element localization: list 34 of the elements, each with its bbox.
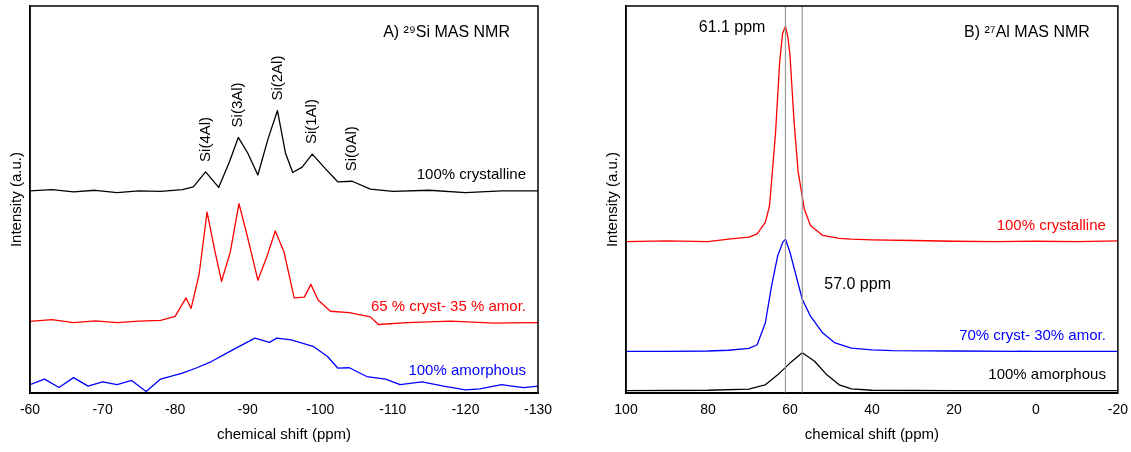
- x-tick-label: -120: [451, 401, 480, 418]
- series-label: 100% amorphous: [408, 360, 526, 378]
- annotation: Si(2Al): [267, 55, 285, 101]
- x-tick-label: -70: [92, 401, 113, 418]
- series-label: 65 % cryst- 35 % amor.: [370, 297, 526, 315]
- x-axis-title: chemical shift (ppm): [216, 425, 352, 443]
- x-axis-title: chemical shift (ppm): [804, 425, 940, 443]
- ref-line-label: 61.1 ppm: [698, 18, 766, 36]
- annotation: Si(0Al): [342, 126, 360, 172]
- ref-line-label: 57.0 ppm: [824, 275, 891, 293]
- series-label: 70% cryst- 30% amor.: [959, 326, 1106, 343]
- x-tick-label: 100: [614, 401, 638, 418]
- x-tick-label: 0: [1032, 401, 1040, 418]
- x-tick-label: -130: [523, 401, 553, 418]
- x-tick-label: -110: [379, 401, 407, 418]
- x-tick-label: -80: [165, 401, 186, 418]
- chart-title: A) ²⁹Si MAS NMR: [383, 23, 510, 41]
- series-label: 100% amorphous: [988, 365, 1106, 383]
- x-tick-label: -20: [1107, 401, 1129, 418]
- series-label: 100% crystalline: [996, 215, 1106, 233]
- y-axis-title: Intensity (a.u.): [7, 152, 25, 248]
- annotation: Si(4Al): [195, 116, 213, 162]
- annotation: Si(1Al): [302, 99, 320, 145]
- x-tick-label: -100: [306, 401, 335, 418]
- chart-title: B) ²⁷Al MAS NMR: [964, 23, 1090, 41]
- annotation: Si(3Al): [228, 82, 246, 128]
- x-tick-label: -90: [237, 401, 259, 418]
- x-tick-label: 60: [782, 401, 798, 418]
- series-label: 100% crystalline: [416, 165, 526, 183]
- x-tick-label: -60: [19, 401, 41, 418]
- x-tick-label: 80: [700, 401, 716, 418]
- x-tick-label: 40: [864, 401, 880, 418]
- y-axis-title: Intensity (a.u.): [603, 152, 621, 248]
- x-tick-label: 20: [946, 401, 962, 418]
